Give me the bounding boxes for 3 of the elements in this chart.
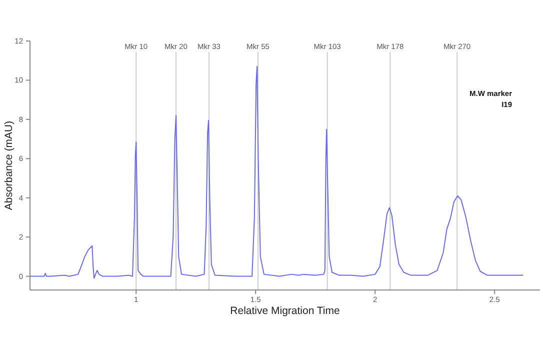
line-series: [30, 66, 524, 279]
y-axis-title: Absorbance (mAU): [3, 120, 15, 210]
x-axis-title: Relative Migration Time: [230, 305, 340, 317]
